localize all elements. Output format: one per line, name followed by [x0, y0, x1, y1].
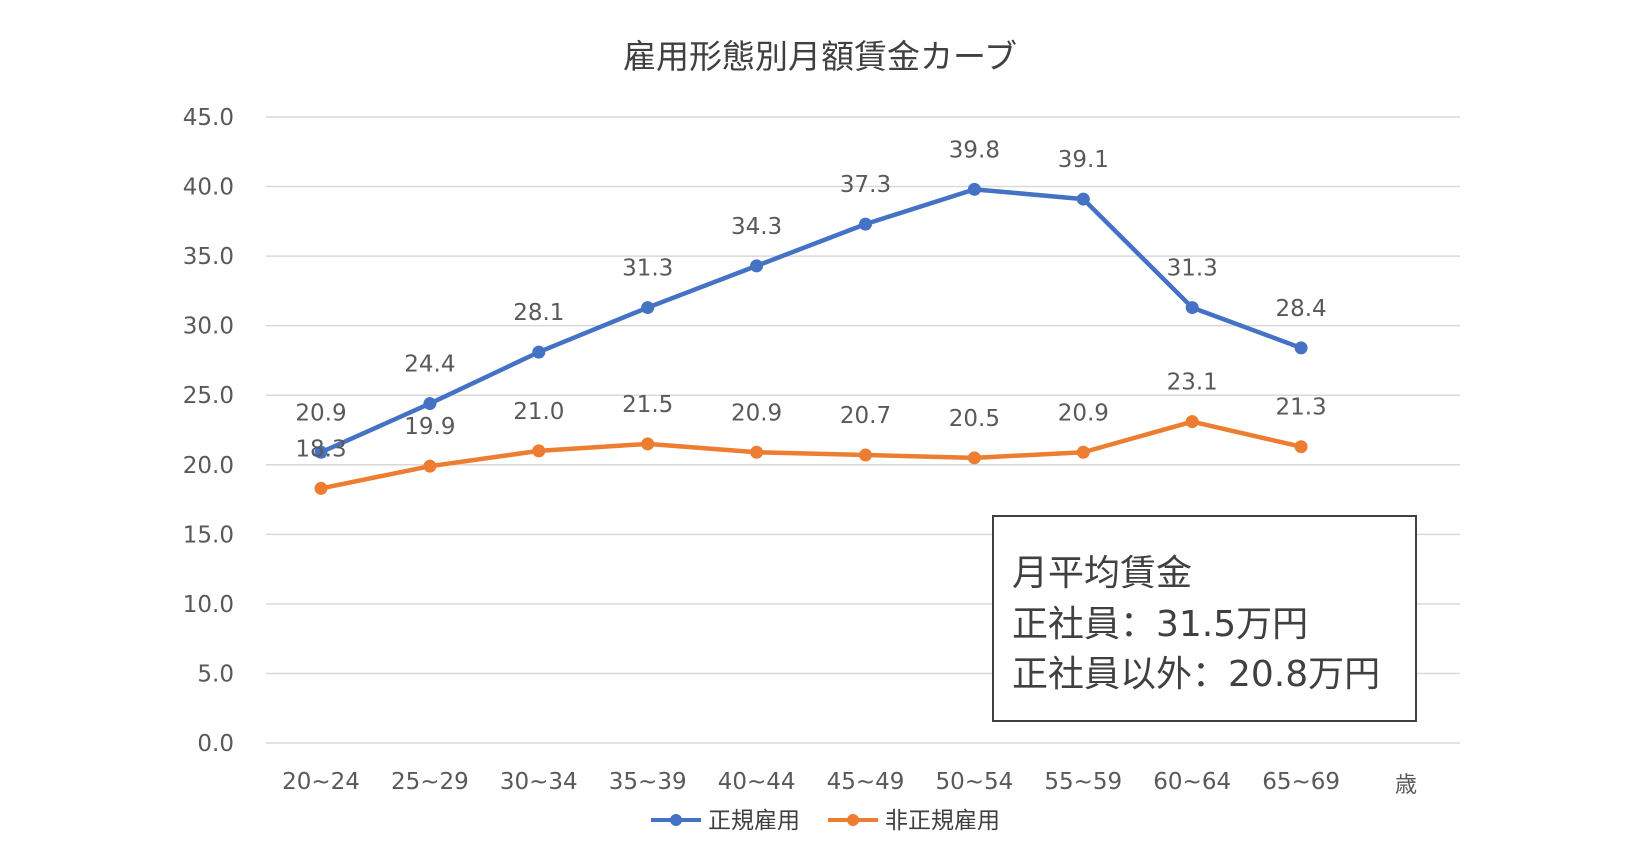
data-label: 21.3 — [1275, 395, 1326, 421]
data-label: 19.9 — [404, 414, 455, 440]
y-tick-label: 40.0 — [183, 175, 234, 201]
x-tick-label: 25~29 — [391, 769, 469, 795]
y-tick-label: 5.0 — [197, 661, 234, 687]
data-point — [641, 301, 655, 315]
data-point — [1294, 440, 1308, 454]
x-tick-label: 20~24 — [282, 769, 360, 795]
legend-label-nonregular: 非正規雇用 — [885, 808, 1000, 834]
y-axis-ticks: 0.0 5.0 10.0 15.0 20.0 25.0 30.0 35.0 40.0 45.0 — [183, 105, 234, 757]
y-tick-label: 35.0 — [183, 244, 234, 270]
data-label: 20.7 — [840, 403, 891, 429]
data-point — [1076, 445, 1090, 459]
data-point — [532, 345, 546, 359]
y-tick-label: 10.0 — [183, 592, 234, 618]
y-tick-label: 0.0 — [197, 731, 234, 757]
data-label: 21.5 — [622, 392, 673, 418]
data-label: 31.3 — [1167, 256, 1218, 282]
data-label: 28.4 — [1275, 296, 1326, 322]
data-label: 37.3 — [840, 172, 891, 198]
x-tick-label: 45~49 — [827, 769, 905, 795]
series-line-nonregular — [318, 419, 1304, 491]
data-label: 21.0 — [513, 399, 564, 425]
average-wage-regular: 正社員：31.5万円 — [1012, 604, 1308, 645]
data-point — [967, 451, 981, 465]
data-label: 39.8 — [949, 137, 1000, 163]
x-axis-ticks: 20~24 25~29 30~34 35~39 40~44 45~49 50~54 55~59… — [282, 769, 1340, 795]
series-line-regular — [318, 187, 1304, 455]
data-point — [859, 448, 872, 462]
x-tick-label: 65~69 — [1262, 769, 1340, 795]
data-point — [750, 259, 764, 273]
data-label: 24.4 — [404, 352, 455, 378]
data-label: 20.5 — [949, 406, 1000, 432]
x-tick-label: 30~34 — [500, 769, 578, 795]
data-point — [750, 445, 764, 459]
y-tick-label: 30.0 — [183, 314, 234, 340]
legend-marker-nonregular — [847, 814, 859, 826]
average-wage-box: 月平均賃金 正社員：31.5万円 正社員以外：20.8万円 — [992, 515, 1417, 722]
data-point — [423, 459, 437, 473]
y-tick-label: 45.0 — [183, 105, 234, 131]
data-label: 18.3 — [295, 436, 346, 462]
data-label: 20.9 — [295, 400, 346, 426]
data-label: 20.9 — [1058, 400, 1109, 426]
legend: 正規雇用 非正規雇用 — [651, 808, 1000, 834]
data-label: 39.1 — [1058, 147, 1109, 173]
data-point — [314, 481, 328, 495]
legend-label-regular: 正規雇用 — [708, 808, 800, 834]
average-wage-nonregular: 正社員以外：20.8万円 — [1012, 654, 1380, 695]
data-label: 20.9 — [731, 400, 782, 426]
y-tick-label: 20.0 — [183, 453, 234, 479]
data-point — [314, 445, 328, 459]
data-label: 34.3 — [731, 214, 782, 240]
data-point — [641, 437, 655, 451]
data-point — [532, 444, 546, 458]
legend-item-regular: 正規雇用 — [651, 808, 800, 834]
average-wage-box-border — [992, 515, 1417, 722]
data-label: 31.3 — [622, 256, 673, 282]
data-point — [967, 182, 981, 196]
x-tick-label: 35~39 — [609, 769, 687, 795]
data-point — [1294, 341, 1308, 355]
data-point — [1185, 301, 1199, 315]
data-label: 23.1 — [1167, 370, 1218, 396]
average-wage-title: 月平均賃金 — [1012, 553, 1192, 594]
y-tick-label: 25.0 — [183, 383, 234, 409]
legend-marker-regular — [670, 814, 682, 826]
data-label: 28.1 — [513, 300, 564, 326]
data-point — [1076, 192, 1090, 206]
data-labels: 20.9 24.4 28.1 31.3 34.3 37.3 39.8 39.1 31.3 28.4… — [295, 137, 1326, 462]
series-lines — [314, 182, 1308, 495]
x-axis-unit-label: 歳 — [1395, 773, 1417, 798]
legend-item-nonregular: 非正規雇用 — [828, 808, 1000, 834]
x-tick-label: 55~59 — [1044, 769, 1122, 795]
x-tick-label: 40~44 — [718, 769, 796, 795]
data-point — [1185, 415, 1199, 429]
chart-title: 雇用形態別月額賃金カーブ — [623, 37, 1017, 76]
x-tick-label: 60~64 — [1153, 769, 1231, 795]
y-tick-label: 15.0 — [183, 522, 234, 548]
data-point — [859, 217, 872, 231]
gridlines — [266, 116, 1460, 744]
x-tick-label: 50~54 — [935, 769, 1013, 795]
data-point — [423, 397, 437, 411]
